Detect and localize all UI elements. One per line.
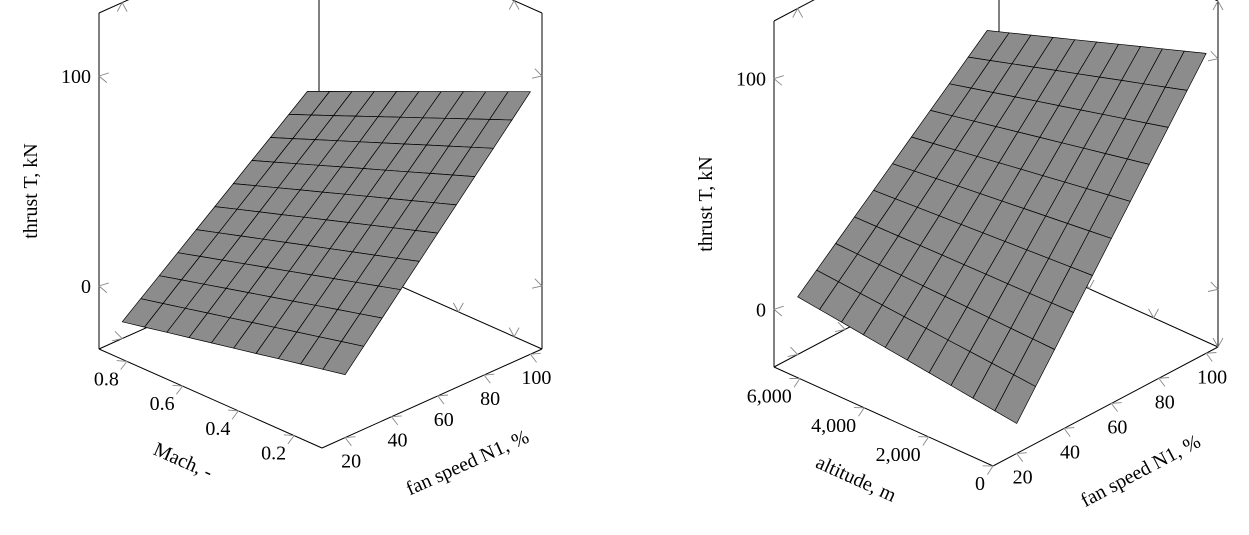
box-edge	[511, 0, 543, 14]
tick-mark	[98, 72, 109, 83]
z-axis-label: thrust T, kN	[695, 156, 717, 251]
tick-mark	[390, 415, 402, 426]
tick-mark	[792, 7, 803, 18]
z-tick-label: 100	[736, 69, 766, 91]
x-tick-label: 60	[1107, 416, 1127, 438]
tick-mark	[789, 378, 801, 388]
box-edge	[773, 0, 815, 22]
y-tick-label: 0.2	[261, 443, 286, 465]
tick-mark	[787, 346, 799, 358]
z-axis-label: thrust T, kN	[20, 143, 42, 238]
tick-mark	[1207, 281, 1219, 292]
tick-mark	[1157, 377, 1170, 387]
tick-mark	[773, 75, 784, 86]
x-tick-label: 40	[387, 430, 407, 452]
x-tick-label: 20	[341, 451, 361, 473]
tick-mark	[1207, 50, 1219, 62]
tick-mark	[508, 0, 520, 10]
tick-mark	[344, 436, 356, 447]
tick-mark	[1212, 337, 1224, 348]
tick-mark	[834, 321, 846, 333]
tick-mark	[508, 327, 520, 338]
tick-mark	[1212, 0, 1224, 11]
tick-mark	[1148, 308, 1159, 319]
x-tick-label: 100	[521, 367, 551, 389]
box-edge	[98, 348, 323, 449]
box-edge	[98, 0, 130, 14]
x-tick-label: 80	[1155, 391, 1175, 413]
tick-mark	[918, 436, 930, 446]
surface-plot-altitude: thrust T, kN fan speed N1, % altitude, m…	[695, 0, 1227, 512]
surface-cell	[994, 374, 1036, 424]
tick-mark	[116, 1, 128, 12]
tick-mark	[283, 434, 295, 445]
tick-mark	[1063, 427, 1075, 437]
z-tick-label: 0	[756, 299, 766, 321]
y-tick-label: 2,000	[876, 444, 921, 466]
y-axis-label: Mach, -	[150, 438, 216, 483]
tick-mark	[112, 330, 124, 342]
x-tick-label: 40	[1060, 441, 1080, 463]
tick-mark	[483, 373, 495, 384]
y-tick-label: 0.8	[94, 368, 119, 390]
tick-mark	[1015, 452, 1027, 462]
y-tick-label: 4,000	[811, 415, 856, 437]
y-tick-label: 0.4	[205, 418, 230, 440]
tick-mark	[228, 409, 240, 420]
surface-cell	[322, 341, 365, 375]
box-edge	[773, 366, 994, 467]
x-axis-label: fan speed N1, %	[403, 426, 533, 500]
box-edge	[992, 346, 1219, 467]
tick-mark	[172, 384, 184, 395]
tick-mark	[773, 305, 784, 317]
tick-mark	[531, 68, 543, 79]
z-tick-label: 100	[61, 66, 91, 88]
tick-mark	[529, 352, 541, 363]
box-edge	[1214, 0, 1219, 2]
tick-mark	[853, 407, 866, 417]
tick-mark	[453, 302, 464, 313]
thrust-surface	[121, 91, 531, 375]
z-tick-label: 0	[81, 276, 91, 298]
tick-mark	[1205, 352, 1217, 362]
x-tick-label: 20	[1013, 466, 1033, 488]
box-edge	[321, 348, 543, 449]
tick-mark	[98, 282, 109, 293]
x-tick-label: 100	[1197, 366, 1227, 388]
tick-mark	[982, 465, 994, 475]
y-tick-label: 6,000	[747, 386, 792, 408]
x-tick-label: 80	[480, 388, 500, 410]
y-tick-label: 0	[975, 473, 985, 495]
surface-plot-mach: thrust T, kN fan speed N1, % Mach, - 20 4…	[20, 0, 551, 500]
x-tick-label: 60	[434, 409, 454, 431]
tick-mark	[1110, 402, 1122, 412]
y-tick-label: 0.6	[150, 393, 175, 415]
tick-mark	[436, 394, 449, 405]
thrust-surface	[797, 30, 1207, 424]
tick-mark	[116, 360, 128, 370]
x-axis-label: fan speed N1, %	[1077, 431, 1204, 512]
tick-mark	[531, 278, 543, 289]
